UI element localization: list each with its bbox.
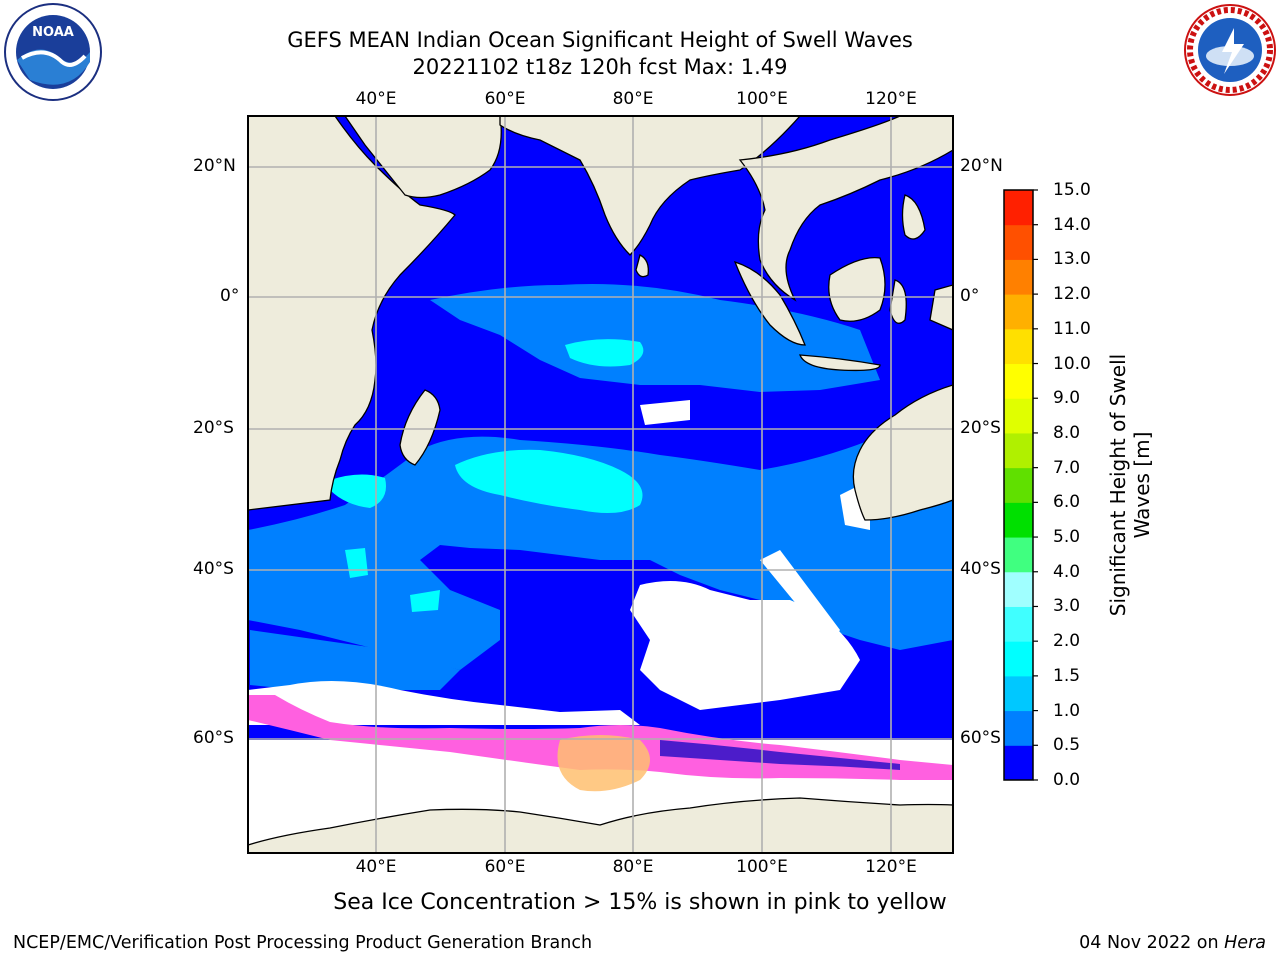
colorbar-segment [1004,710,1033,746]
colorbar-frame [1003,189,1034,781]
national-weather-service-logo [1184,4,1276,96]
colorbar-label: Significant Height of Swell Waves [m] [1106,275,1154,695]
no-data-patch-1 [630,581,860,710]
colorbar-tick-label: 13.0 [1053,249,1091,270]
chart-title: GEFS MEAN Indian Ocean Significant Heigh… [287,28,913,52]
colorbar-segment [1004,363,1033,399]
land-india [499,116,801,256]
colorbar-tick-label: 7.0 [1053,457,1081,478]
colorbar [1003,189,1038,781]
colorbar-segment [1004,606,1033,642]
map-frame [247,115,954,854]
colorbar-tick-label: 6.0 [1053,492,1081,513]
land-java [799,354,881,372]
colorbar-segment [1004,328,1033,365]
colorbar-segment [1004,398,1033,434]
colorbar-segment [1004,432,1033,469]
colorbar-label-line1: Significant Height of Swell [1106,353,1130,617]
land-arabia [344,116,502,199]
land-philippines [901,194,926,240]
colorbar-tick-label: 2.0 [1053,631,1081,652]
land-sri-lanka [635,254,649,278]
lon-label-top: 60°E [484,89,526,109]
colorbar-segment [1004,190,1033,226]
colorbar-segment [1004,294,1033,330]
lon-label-bottom: 100°E [736,857,788,877]
colorbar-segment [1004,745,1033,781]
sea-ice-caption: Sea Ice Concentration > 15% is shown in … [0,890,1280,915]
swell-patch-high-2 [330,474,386,508]
swell-patch-high-5 [410,590,440,612]
noaa-logo: NOAA [4,3,102,101]
colorbar-tick-label: 4.0 [1053,561,1081,582]
lat-label-left: 0° [220,286,240,306]
lat-label-left: 20°S [193,418,234,438]
colorbar-segment [1004,571,1033,607]
colorbar-tick-label: 15.0 [1053,180,1091,200]
swell-patch-high-1 [455,449,643,514]
land-southeast-asia [738,116,953,302]
colorbar-segment [1004,224,1033,260]
swell-patch-high-3 [565,339,644,367]
colorbar-tick-label: 14.0 [1053,214,1091,235]
lat-label-left: 60°S [193,728,234,748]
land-sumatra [733,260,806,346]
lat-label-left: 40°S [193,559,234,579]
lon-label-bottom: 60°E [484,857,526,877]
lon-label-top: 80°E [612,89,654,109]
lat-label-right: 20°S [960,418,1001,438]
colorbar-label-line2: Waves [m] [1130,431,1154,539]
no-data-patch-3 [760,550,840,645]
colorbar-segment [1004,641,1033,677]
colorbar-segment [1004,259,1033,295]
land-madagascar [399,389,441,466]
map-area [248,116,953,853]
lat-label-left: 20°N [193,156,236,176]
colorbar-tick-label: 11.0 [1053,318,1091,339]
lon-label-bottom: 80°E [612,857,654,877]
colorbar-segment [1004,467,1033,503]
footer-credit: NCEP/EMC/Verification Post Processing Pr… [13,933,593,953]
land-australia [852,384,953,521]
noaa-logo-text: NOAA [32,25,74,40]
chart-subtitle: 20221102 t18z 120h fcst Max: 1.49 [412,55,788,79]
lon-label-bottom: 40°E [355,857,397,877]
colorbar-segment [1004,537,1033,573]
no-data-patch-2 [640,400,690,425]
swell-band-south-east [250,630,460,690]
colorbar-tick-label: 3.0 [1053,596,1081,617]
colorbar-segment [1004,502,1033,538]
land-borneo [828,256,886,322]
colorbar-tick-label: 12.0 [1053,284,1091,305]
sea-ice-caption-text: Sea Ice Concentration > 15% is shown in … [333,890,947,915]
map-grid [248,116,953,853]
colorbar-tick-label: 10.0 [1053,353,1091,374]
land-sulawesi [889,279,907,324]
lat-label-right: 40°S [960,559,1001,579]
lon-label-top: 100°E [736,89,788,109]
colorbar-segment [1004,675,1033,712]
colorbar-tick-label: 9.0 [1053,388,1081,409]
no-data-patch-5 [248,681,640,725]
land-antarctica [248,797,953,853]
colorbar-tick-label: 5.0 [1053,527,1081,548]
colorbar-tick-label: 0.5 [1053,735,1081,756]
lat-label-right: 0° [960,286,980,306]
lat-label-right: 20°N [960,156,1003,176]
lon-label-bottom: 120°E [865,857,917,877]
lat-label-right: 60°S [960,728,1001,748]
colorbar-tick-label: 1.5 [1053,665,1081,686]
lon-label-top: 120°E [865,89,917,109]
colorbar-tick-label: 8.0 [1053,422,1081,443]
colorbar-tick-label: 1.0 [1053,700,1081,721]
footer-date-text: 04 Nov 2022 on [1079,933,1225,953]
sea-ice-navy-edge [660,740,900,770]
colorbar-tick-label: 0.0 [1053,770,1081,790]
footer-machine: Hera [1224,933,1266,953]
sea-ice-yellow [557,735,650,792]
lon-label-top: 40°E [355,89,397,109]
footer-date: 04 Nov 2022 on Hera [1079,933,1266,953]
